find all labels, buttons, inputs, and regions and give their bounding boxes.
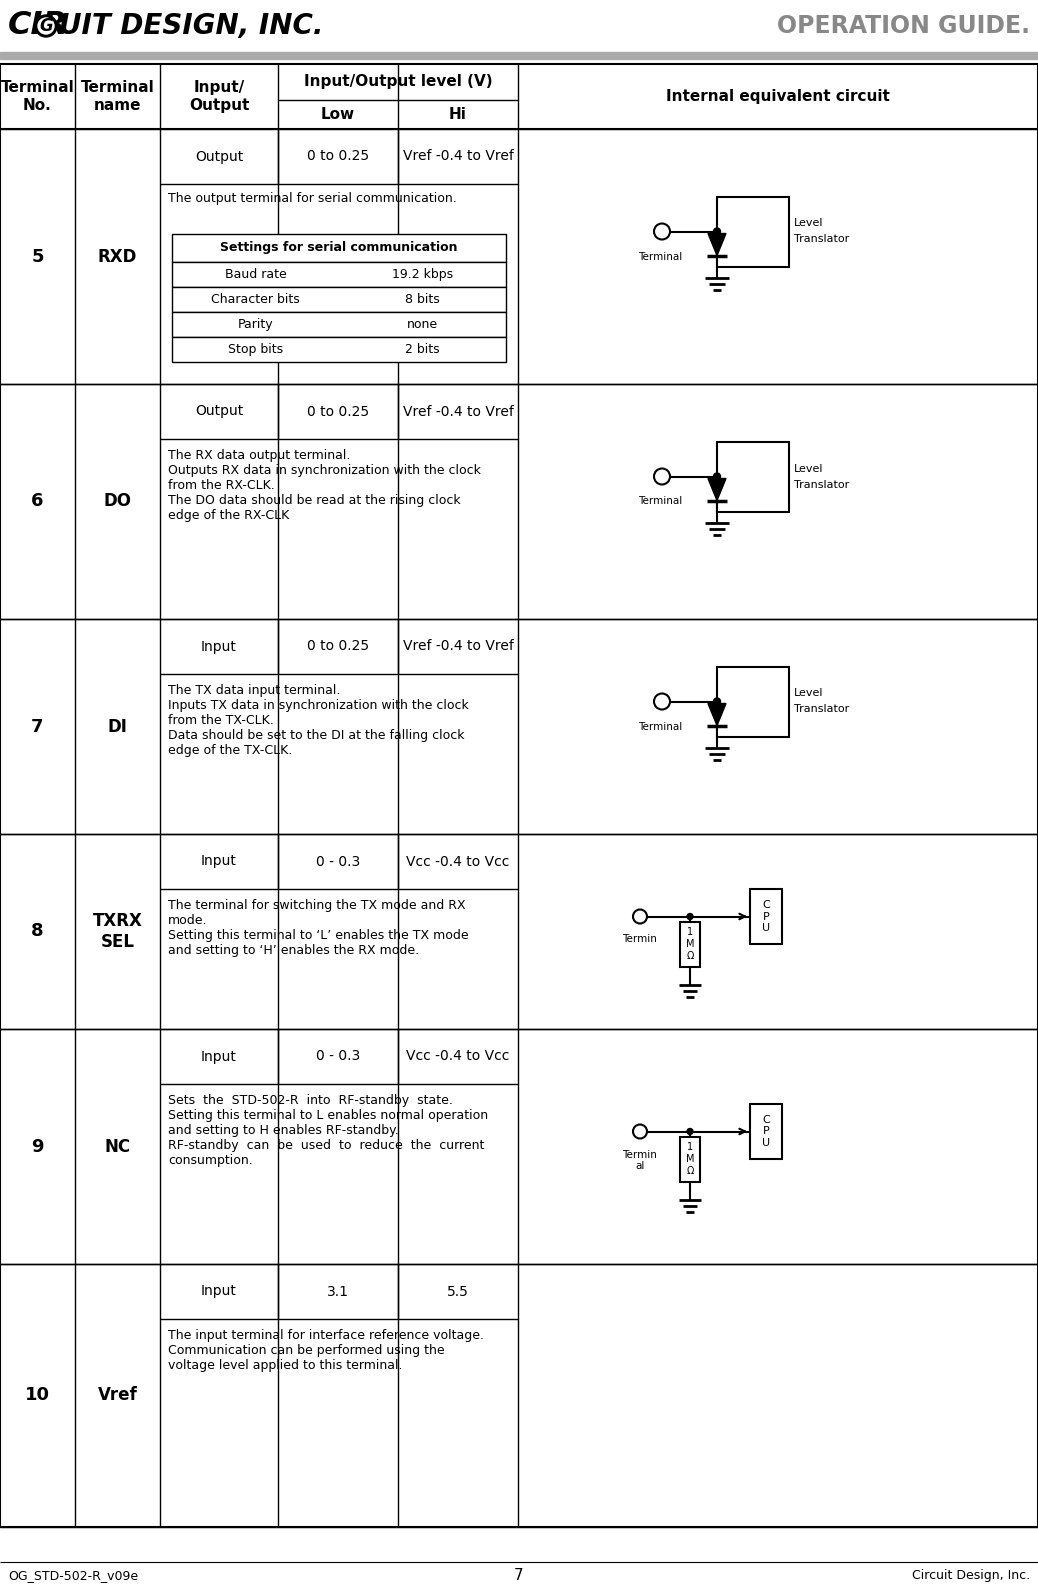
Polygon shape <box>708 703 726 725</box>
Bar <box>717 442 789 512</box>
Text: 0 - 0.3: 0 - 0.3 <box>316 1049 360 1064</box>
Text: Output: Output <box>195 149 243 164</box>
Text: Translator: Translator <box>794 480 849 490</box>
Bar <box>680 922 700 967</box>
Text: TXRX
SEL: TXRX SEL <box>92 913 142 951</box>
Polygon shape <box>708 234 726 256</box>
Circle shape <box>35 14 57 37</box>
Text: 0 to 0.25: 0 to 0.25 <box>307 404 370 418</box>
Text: 7: 7 <box>514 1568 524 1584</box>
Bar <box>172 262 506 288</box>
Text: Character bits: Character bits <box>211 293 300 305</box>
Text: Internal equivalent circuit: Internal equivalent circuit <box>666 89 890 103</box>
Text: DO: DO <box>104 493 132 510</box>
Text: Hi: Hi <box>449 107 467 122</box>
Text: RXD: RXD <box>98 248 137 266</box>
Text: OPERATION GUIDE.: OPERATION GUIDE. <box>777 14 1030 38</box>
Text: Vcc -0.4 to Vcc: Vcc -0.4 to Vcc <box>406 1049 510 1064</box>
Text: 8: 8 <box>31 922 44 941</box>
Bar <box>717 666 789 736</box>
Text: 3.1: 3.1 <box>327 1285 349 1299</box>
Text: Terminal: Terminal <box>638 722 682 731</box>
Text: Sets  the  STD-502-R  into  RF-standby  state.
Setting this terminal to L enable: Sets the STD-502-R into RF-standby state… <box>168 1094 488 1167</box>
Bar <box>750 889 782 944</box>
Bar <box>172 312 506 337</box>
Text: Settings for serial communication: Settings for serial communication <box>220 242 458 254</box>
Bar <box>750 1103 782 1159</box>
Text: OG_STD-502-R_v09e: OG_STD-502-R_v09e <box>8 1569 138 1582</box>
Text: 5.5: 5.5 <box>447 1285 469 1299</box>
Circle shape <box>38 17 54 33</box>
Text: G: G <box>39 17 53 35</box>
Text: Output: Output <box>195 404 243 418</box>
Circle shape <box>687 1129 693 1135</box>
Text: 0 to 0.25: 0 to 0.25 <box>307 639 370 653</box>
Text: Termin
al: Termin al <box>623 1150 657 1172</box>
Text: Terminal: Terminal <box>638 251 682 261</box>
Text: 9: 9 <box>31 1137 44 1156</box>
Text: Stop bits: Stop bits <box>228 343 283 356</box>
Text: Terminal: Terminal <box>638 496 682 507</box>
Text: 0 to 0.25: 0 to 0.25 <box>307 149 370 164</box>
Text: 10: 10 <box>25 1386 50 1404</box>
Bar <box>0 52 1038 59</box>
Text: 2 bits: 2 bits <box>405 343 440 356</box>
Bar <box>172 234 506 262</box>
Text: Translator: Translator <box>794 704 849 714</box>
Bar <box>172 288 506 312</box>
Text: Vref -0.4 to Vref: Vref -0.4 to Vref <box>403 404 514 418</box>
Text: UIT DESIGN, INC.: UIT DESIGN, INC. <box>59 13 324 40</box>
Text: none: none <box>407 318 438 331</box>
Text: 0 - 0.3: 0 - 0.3 <box>316 854 360 868</box>
Text: The input terminal for interface reference voltage.
Communication can be perform: The input terminal for interface referen… <box>168 1329 484 1372</box>
Text: Input/
Output: Input/ Output <box>189 81 249 113</box>
Text: Vref -0.4 to Vref: Vref -0.4 to Vref <box>403 149 514 164</box>
Text: Input/Output level (V): Input/Output level (V) <box>304 75 492 89</box>
Text: Level: Level <box>794 218 823 229</box>
Text: Input: Input <box>201 1049 237 1064</box>
Bar <box>717 197 789 267</box>
Text: Level: Level <box>794 688 823 698</box>
Text: Translator: Translator <box>794 234 849 245</box>
Text: The terminal for switching the TX mode and RX
mode.
Setting this terminal to ‘L’: The terminal for switching the TX mode a… <box>168 898 468 957</box>
Text: 7: 7 <box>31 717 44 736</box>
Text: Circuit Design, Inc.: Circuit Design, Inc. <box>911 1569 1030 1582</box>
Text: Baud rate: Baud rate <box>224 269 286 281</box>
Text: 19.2 kbps: 19.2 kbps <box>392 269 453 281</box>
Text: 8 bits: 8 bits <box>405 293 440 305</box>
Circle shape <box>713 227 720 235</box>
Text: Termin: Termin <box>623 935 657 944</box>
Text: Parity: Parity <box>238 318 273 331</box>
Text: Vcc -0.4 to Vcc: Vcc -0.4 to Vcc <box>406 854 510 868</box>
Bar <box>172 337 506 363</box>
Text: The output terminal for serial communication.: The output terminal for serial communica… <box>168 192 457 205</box>
Text: Terminal
No.: Terminal No. <box>1 81 75 113</box>
Text: 1
M
Ω: 1 M Ω <box>686 1142 694 1175</box>
Text: Input: Input <box>201 639 237 653</box>
Text: Low: Low <box>321 107 355 122</box>
Text: Vref -0.4 to Vref: Vref -0.4 to Vref <box>403 639 514 653</box>
Text: NC: NC <box>105 1137 131 1156</box>
Circle shape <box>687 914 693 919</box>
Text: Vref: Vref <box>98 1386 137 1404</box>
Text: Level: Level <box>794 464 823 474</box>
Text: CIR: CIR <box>8 11 69 41</box>
Text: C
P
U: C P U <box>762 900 770 933</box>
Text: 6: 6 <box>31 493 44 510</box>
Text: 5: 5 <box>31 248 44 266</box>
Text: Terminal
name: Terminal name <box>81 81 155 113</box>
Bar <box>680 1137 700 1181</box>
Text: The RX data output terminal.
Outputs RX data in synchronization with the clock
f: The RX data output terminal. Outputs RX … <box>168 448 481 522</box>
Text: DI: DI <box>108 717 128 736</box>
Circle shape <box>713 698 720 704</box>
Text: C
P
U: C P U <box>762 1115 770 1148</box>
Polygon shape <box>708 479 726 501</box>
Text: The TX data input terminal.
Inputs TX data in synchronization with the clock
fro: The TX data input terminal. Inputs TX da… <box>168 684 469 757</box>
Circle shape <box>713 472 720 480</box>
Text: Input: Input <box>201 854 237 868</box>
Text: 1
M
Ω: 1 M Ω <box>686 927 694 960</box>
Text: Input: Input <box>201 1285 237 1299</box>
